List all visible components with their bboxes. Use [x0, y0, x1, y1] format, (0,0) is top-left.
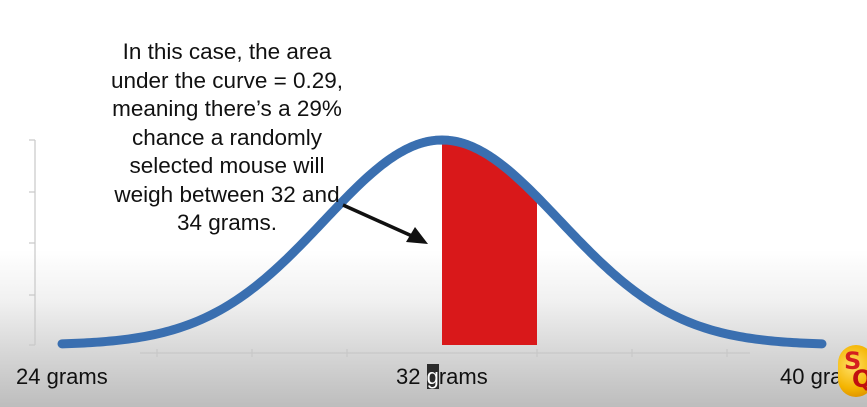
annotation-line: 34 grams.	[176, 210, 278, 235]
distribution-curve	[57, 135, 827, 349]
caption-highlight: g	[426, 364, 439, 389]
x-tick-label-40: 40 gra	[780, 364, 842, 390]
x-axis-minor-ticks	[156, 349, 728, 357]
y-axis-ticks	[29, 139, 35, 346]
tick-label-text: 32	[396, 364, 427, 389]
annotation-line: meaning there’s a 29%	[112, 96, 342, 121]
x-tick-label-24: 24 grams	[16, 364, 108, 390]
annotation-line: selected mouse will	[129, 153, 325, 178]
tick-label-text: 40 gra	[780, 364, 843, 389]
tick-label-text-rest: rams	[438, 364, 488, 389]
annotation-arrow	[342, 203, 428, 244]
annotation-text: In this case, the area under the curve =…	[72, 38, 382, 238]
logo-letter: S	[844, 347, 862, 375]
statquest-logo-icon: S Q	[838, 345, 867, 397]
x-tick-label-32: 32 grams	[396, 364, 488, 390]
tick-label-text: 24 grams	[16, 364, 108, 389]
annotation-line: under the curve = 0.29,	[110, 67, 344, 93]
annotation-line: weigh between 32 and	[114, 181, 340, 207]
shaded-area-32-34	[442, 140, 537, 345]
annotation-line: chance a randomly	[131, 124, 323, 150]
annotation-line: In this case, the area	[122, 39, 332, 64]
logo-letter: Q	[852, 365, 867, 393]
